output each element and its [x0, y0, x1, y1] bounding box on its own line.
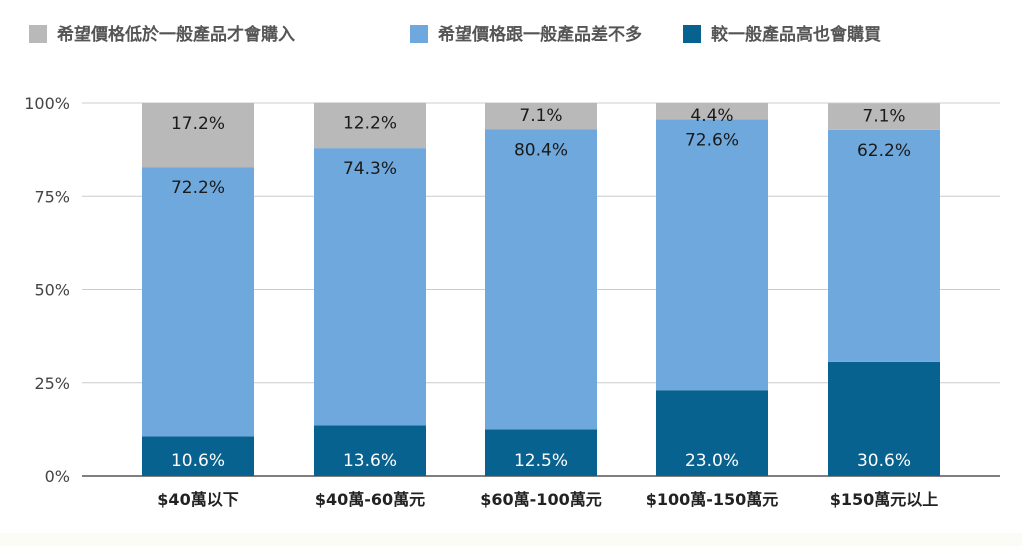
data-label: 13.6% — [343, 451, 397, 471]
bar-segment — [656, 119, 768, 391]
bar-segment — [314, 102, 426, 149]
x-tick-label: $40萬-60萬元 — [315, 490, 425, 509]
y-tick-label: 75% — [34, 187, 70, 206]
y-tick-label: 25% — [34, 374, 70, 393]
data-label: 72.2% — [171, 178, 225, 198]
legend-label: 較一般產品高也會購買 — [711, 24, 881, 45]
data-label: 74.3% — [343, 159, 397, 179]
data-label: 72.6% — [685, 130, 739, 150]
data-label: 12.5% — [514, 451, 568, 471]
stacked-bar-chart: 0% 25% 50% 75% 100% 10.6% 72.2% 17.2% $40萬以下 13.6… — [24, 24, 1000, 509]
data-label: 7.1% — [519, 106, 562, 126]
data-label: 80.4% — [514, 140, 568, 160]
bar-segment — [828, 129, 940, 362]
bar-segment — [485, 429, 597, 476]
legend-swatch — [683, 25, 701, 43]
data-label: 12.2% — [343, 114, 397, 134]
data-label: 10.6% — [171, 451, 225, 471]
bar-segment — [485, 129, 597, 430]
bar-segment — [656, 103, 768, 120]
legend-label: 希望價格跟一般產品差不多 — [438, 24, 642, 45]
x-tick-label: $40萬以下 — [157, 490, 238, 509]
bar-segment — [142, 167, 254, 437]
data-label: 23.0% — [685, 451, 739, 471]
bar-segment — [656, 390, 768, 476]
legend-swatch — [29, 25, 47, 43]
bar-segment — [142, 103, 254, 168]
chart-svg: 0% 25% 50% 75% 100% 10.6% 72.2% 17.2% $40萬以下 13.6… — [24, 24, 1000, 509]
data-label: 7.1% — [862, 106, 905, 126]
data-label: 30.6% — [857, 451, 911, 471]
bar-segment — [142, 436, 254, 476]
y-tick-label: 0% — [45, 467, 70, 486]
y-tick-label: 50% — [34, 281, 70, 300]
data-label: 17.2% — [171, 114, 225, 134]
bar-segment — [828, 103, 940, 130]
x-tick-label: $150萬元以上 — [830, 490, 939, 509]
bar-segment — [314, 425, 426, 476]
page-footer-band — [0, 533, 1022, 546]
x-tick-label: $60萬-100萬元 — [480, 490, 601, 509]
bar-segment — [828, 361, 940, 476]
data-label: 62.2% — [857, 141, 911, 161]
bar-segment — [485, 103, 597, 130]
bar-segment — [314, 148, 426, 426]
legend-swatch — [410, 25, 428, 43]
y-tick-label: 100% — [24, 94, 70, 113]
data-label: 4.4% — [690, 106, 733, 126]
legend-label: 希望價格低於一般產品才會購入 — [57, 24, 295, 45]
x-tick-label: $100萬-150萬元 — [646, 490, 779, 509]
